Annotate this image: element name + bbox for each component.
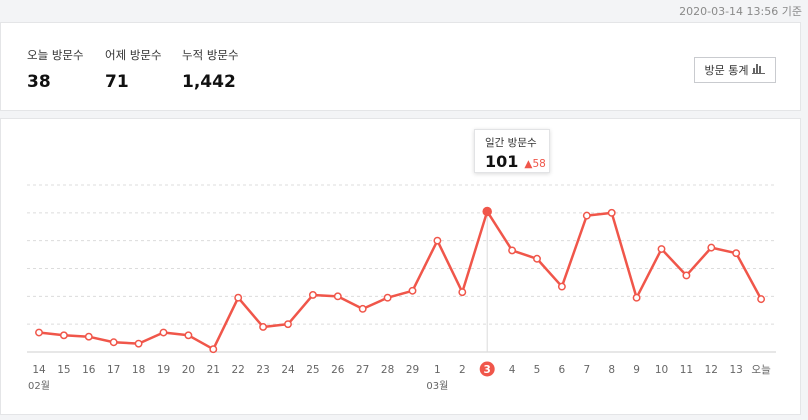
data-point <box>284 320 292 329</box>
month-label: 03월 <box>426 380 448 392</box>
stat-yesterday: 어제 방문수 71 <box>105 47 162 92</box>
summary-card: 오늘 방문수 38 어제 방문수 71 누적 방문수 1,442 방문 통계 <box>0 22 801 111</box>
data-point <box>234 293 243 302</box>
data-point <box>533 254 541 263</box>
x-tick-label: 1 <box>434 364 441 376</box>
data-point <box>383 293 392 302</box>
month-label: 02월 <box>28 380 50 392</box>
data-point <box>109 338 118 347</box>
data-point <box>358 304 367 313</box>
data-point <box>582 211 591 220</box>
tooltip-delta: ▲58 <box>524 158 545 170</box>
stat-today-value: 38 <box>27 72 51 92</box>
selected-day-marker <box>479 361 495 377</box>
x-tick-label: 8 <box>608 364 615 376</box>
stat-total: 누적 방문수 1,442 <box>182 47 239 92</box>
stat-yesterday-value: 71 <box>105 72 129 92</box>
highlight-data-point <box>482 206 492 217</box>
x-tick-label: 3 <box>484 364 491 376</box>
x-tick-label: 14 <box>32 364 46 376</box>
bar-chart-icon <box>752 63 766 77</box>
timestamp: 2020-03-14 13:56 기준 <box>679 5 802 18</box>
series-line <box>38 210 763 351</box>
data-point <box>732 249 741 258</box>
data-point <box>508 246 517 255</box>
x-tick-label: 28 <box>381 364 394 376</box>
data-point <box>682 271 691 280</box>
x-tick-label: 오늘 <box>751 364 771 376</box>
data-point <box>35 328 43 337</box>
x-tick-label: 18 <box>132 364 145 376</box>
x-tick-label: 19 <box>157 364 170 376</box>
tooltip-delta-value: 58 <box>532 158 546 170</box>
data-point <box>557 282 566 291</box>
data-point <box>607 208 616 217</box>
x-tick-label: 13 <box>730 364 743 376</box>
x-tick-label: 17 <box>107 364 120 376</box>
tooltip-value: 101 <box>485 152 519 171</box>
data-point <box>333 292 342 301</box>
data-point <box>757 295 766 304</box>
data-point <box>159 328 168 337</box>
x-tick-label: 22 <box>232 364 245 376</box>
x-tick-label: 20 <box>182 364 195 376</box>
chart-card: 14 15 16 17 18 19 20 21 22 23 24 25 26 27 28 29 1 2 3 4 5 6 7 8… <box>0 118 801 415</box>
x-tick-label: 2 <box>459 364 466 376</box>
x-tick-label: 6 <box>559 364 566 376</box>
stat-yesterday-label: 어제 방문수 <box>105 48 162 62</box>
x-tick-label: 23 <box>256 364 269 376</box>
data-point <box>134 339 143 348</box>
x-tick-label: 10 <box>655 364 668 376</box>
x-tick-label: 15 <box>57 364 70 376</box>
stat-today: 오늘 방문수 38 <box>27 47 84 92</box>
chart-tooltip: 일간 방문수 101 ▲58 <box>474 129 550 173</box>
x-tick-label: 11 <box>680 364 693 376</box>
data-point <box>209 345 218 354</box>
data-point <box>84 332 93 341</box>
tooltip-label: 일간 방문수 <box>485 137 537 149</box>
x-tick-label: 21 <box>207 364 220 376</box>
x-tick-label: 16 <box>82 364 96 376</box>
x-tick-label: 24 <box>281 364 295 376</box>
x-tick-label: 5 <box>534 364 541 376</box>
data-point <box>59 331 68 340</box>
stat-total-label: 누적 방문수 <box>182 48 239 62</box>
x-tick-label: 25 <box>306 364 319 376</box>
daily-visits-chart: 14 15 16 17 18 19 20 21 22 23 24 25 26 27 28 29 1 2 3 4 5 6 7 8… <box>27 184 776 392</box>
data-point <box>308 290 317 299</box>
data-point <box>259 323 268 331</box>
data-point <box>657 245 666 253</box>
triangle-up-icon: ▲ <box>524 158 533 170</box>
x-tick-label: 12 <box>705 364 718 376</box>
data-point <box>458 288 467 297</box>
data-point <box>408 286 417 295</box>
stat-total-value: 1,442 <box>182 72 236 92</box>
x-tick-label: 7 <box>583 364 590 376</box>
stat-today-label: 오늘 방문수 <box>27 48 84 62</box>
x-tick-label: 27 <box>356 364 369 376</box>
visit-stats-button[interactable]: 방문 통계 <box>694 57 776 83</box>
x-tick-label: 4 <box>509 364 516 376</box>
visit-stats-button-label: 방문 통계 <box>704 64 749 77</box>
data-point <box>433 236 442 245</box>
data-point <box>632 293 641 302</box>
x-tick-label: 9 <box>633 364 640 376</box>
x-tick-label: 26 <box>331 364 345 376</box>
data-point <box>184 331 193 340</box>
data-point <box>707 243 716 252</box>
x-tick-label: 29 <box>406 364 419 376</box>
